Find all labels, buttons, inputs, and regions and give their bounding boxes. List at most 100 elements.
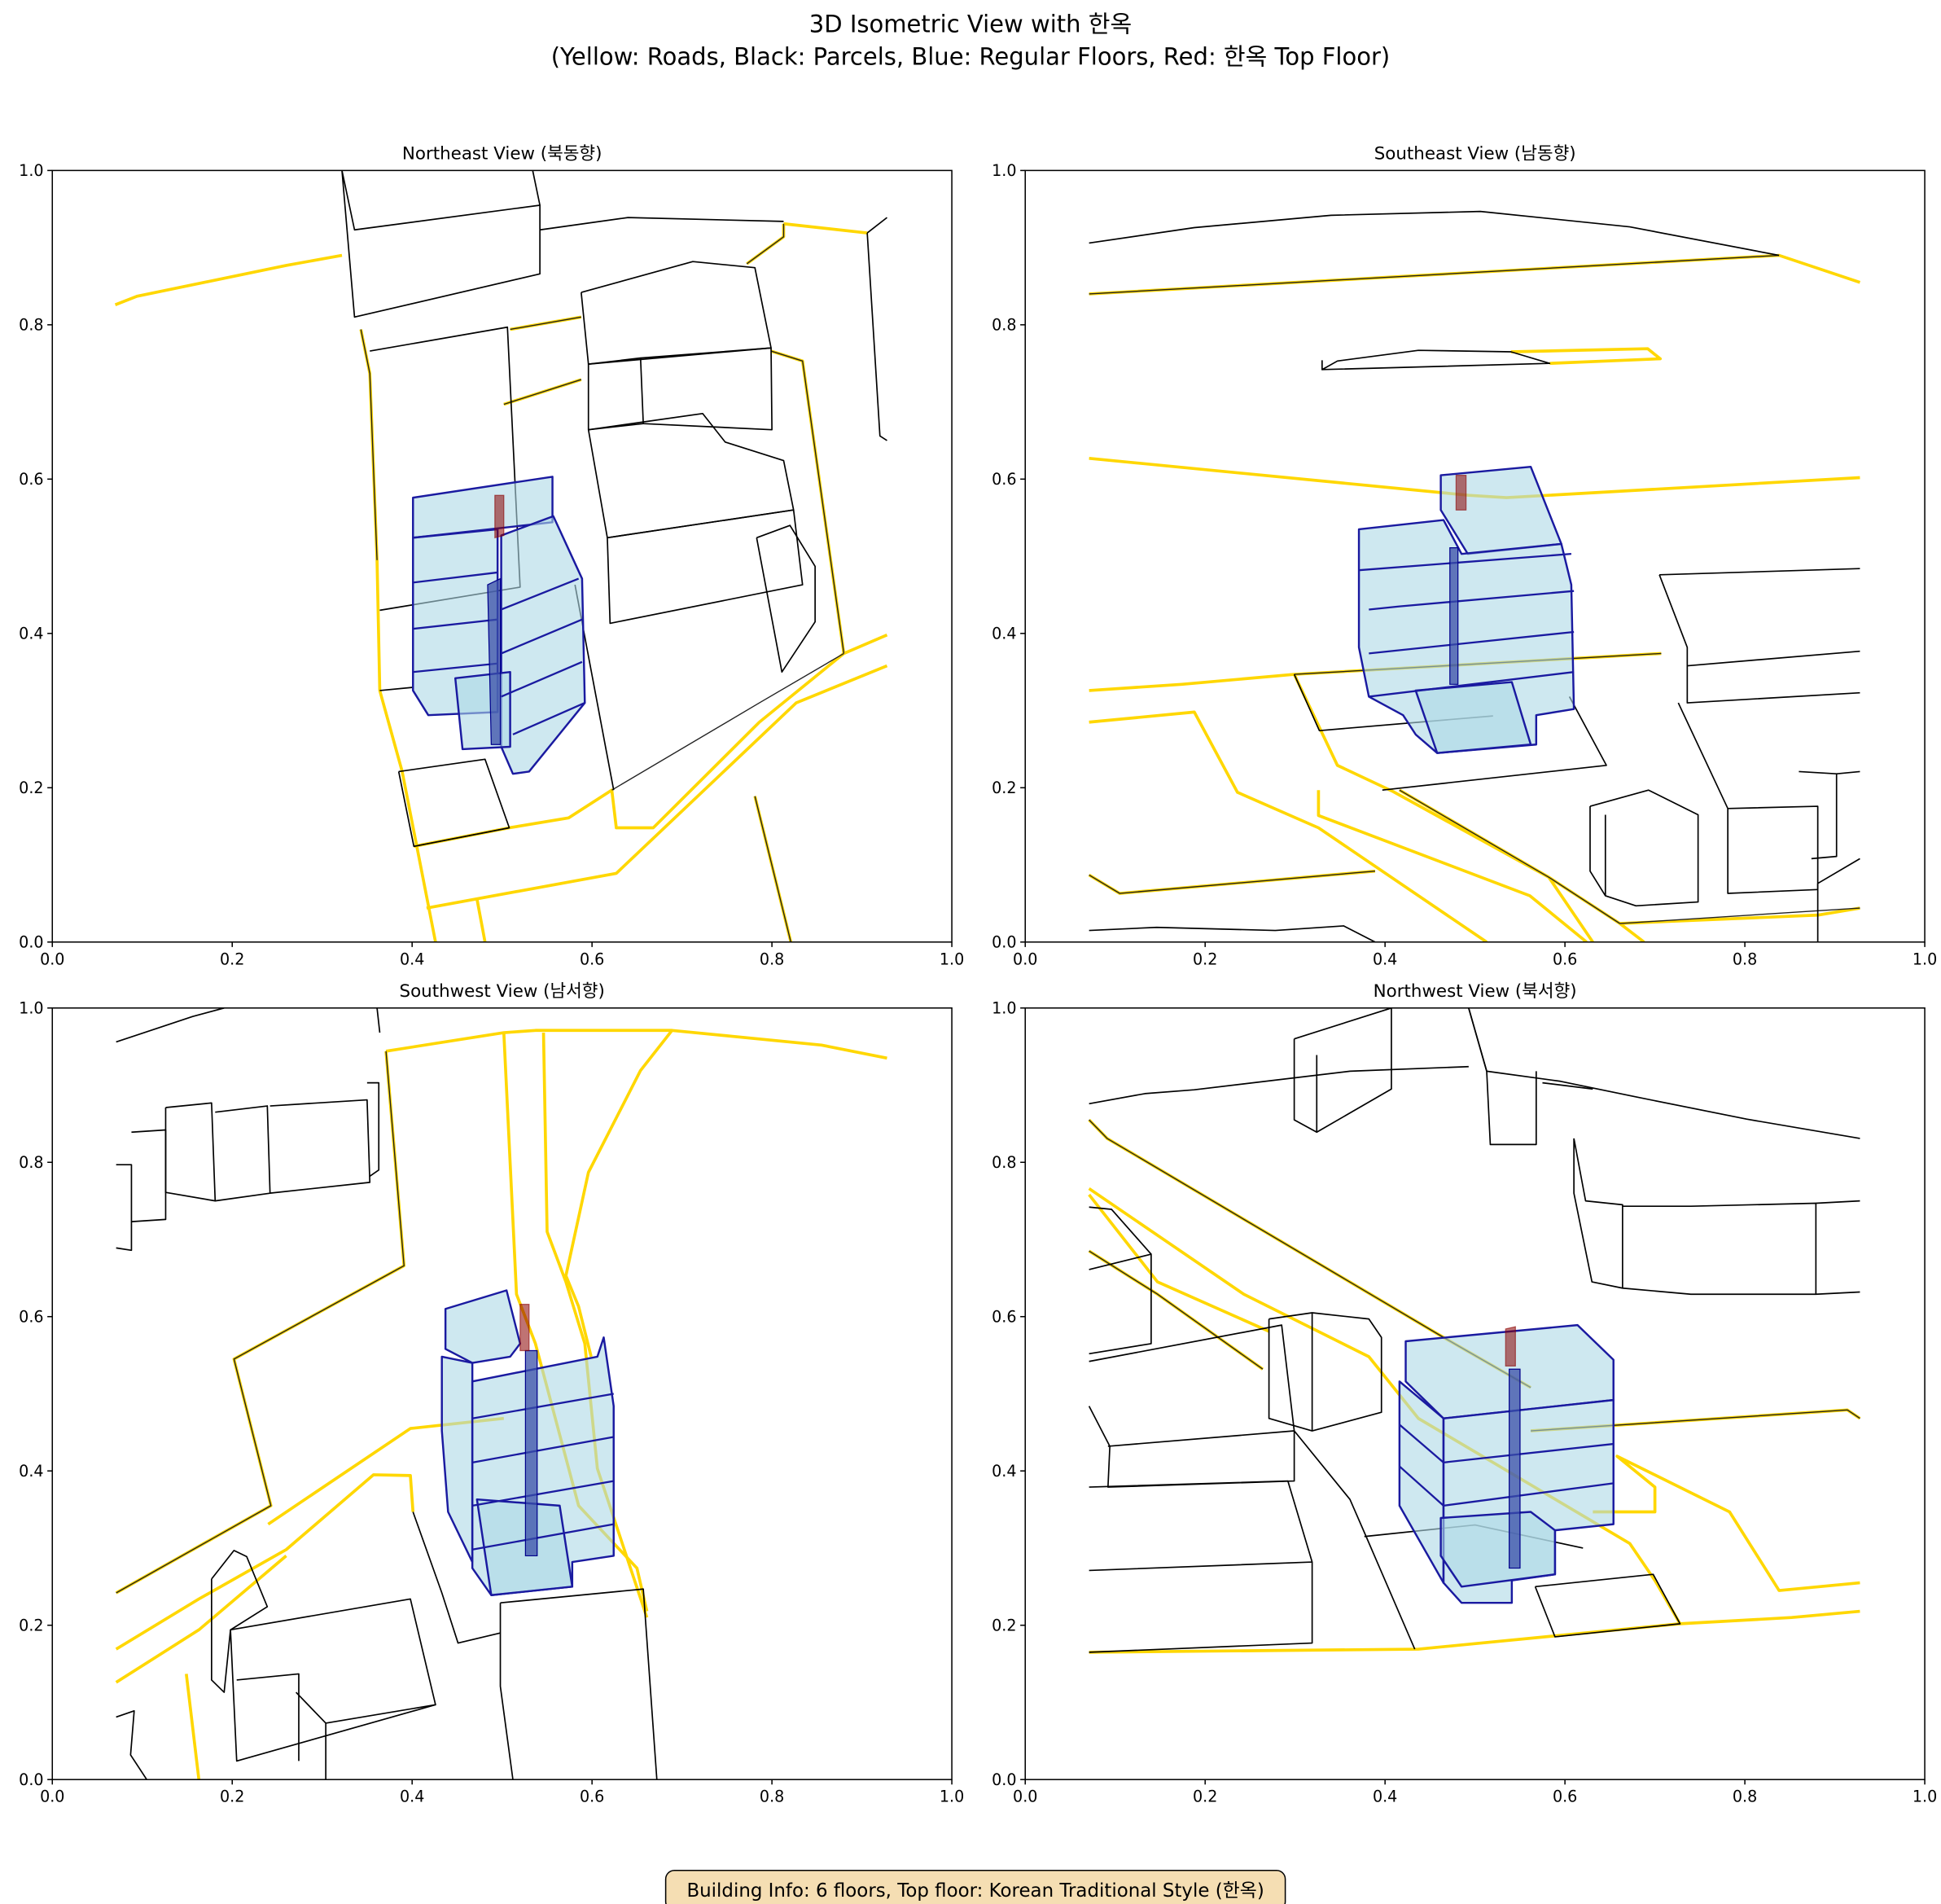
- x-tick-label: 0.2: [1193, 1788, 1217, 1806]
- floor-edge-line: [471, 1436, 614, 1463]
- road-line: [385, 1029, 887, 1060]
- parcel-line: [866, 233, 887, 441]
- parcel-line: [1089, 1480, 1313, 1572]
- floor-polygon: [1398, 1380, 1445, 1584]
- parcel-line: [1468, 1007, 1860, 1139]
- parcel-line: [1816, 1291, 1860, 1296]
- parcel-line: [500, 1588, 658, 1780]
- road-line: [1292, 673, 1594, 942]
- road-edge-line: [770, 350, 845, 654]
- parcel-line: [540, 217, 784, 231]
- parcel-line: [211, 1550, 269, 1693]
- x-tick-label: 0.2: [1193, 950, 1217, 968]
- x-tick-label: 0.0: [1013, 1788, 1037, 1806]
- road-line: [1088, 1249, 1264, 1371]
- x-tick-label: 0.4: [1373, 1788, 1397, 1806]
- parcel-line: [1622, 1202, 1817, 1296]
- hanok-top-floor: [1505, 1326, 1516, 1367]
- road-line: [1593, 1454, 1860, 1592]
- road-line: [783, 222, 868, 235]
- road-edge-line: [1399, 789, 1620, 924]
- floor-edge-line: [512, 702, 585, 735]
- x-tick-label: 0.8: [1733, 950, 1757, 968]
- floor-polygon: [1439, 1511, 1557, 1588]
- axes-frame: [1024, 169, 1926, 943]
- road-line: [1510, 347, 1663, 366]
- y-tick-label: 1.0: [992, 999, 1016, 1018]
- y-tick-label: 0.4: [992, 1462, 1016, 1481]
- y-tick-label: 0.2: [992, 1617, 1016, 1635]
- parcel-line: [366, 1081, 380, 1178]
- road-line: [1089, 710, 1488, 942]
- parcel-line: [1293, 1430, 1416, 1650]
- floor-polygon: [453, 670, 511, 751]
- road-edge-line: [1619, 907, 1860, 924]
- parcel-line: [1089, 1253, 1152, 1355]
- floor-edge-line: [501, 577, 580, 611]
- y-tick-label: 0.0: [992, 933, 1016, 952]
- road-line: [114, 253, 343, 306]
- floor-polygon: [1357, 519, 1575, 754]
- floor-edge-line: [1369, 630, 1575, 655]
- road-line: [426, 664, 888, 910]
- y-tick-label: 0.8: [19, 316, 43, 335]
- parcel-line: [230, 1598, 436, 1762]
- floor-edge-line: [1399, 1424, 1444, 1463]
- building-core: [1509, 1368, 1521, 1569]
- y-tick-label: 1.0: [19, 161, 43, 180]
- x-tick-label: 0.0: [1013, 950, 1037, 968]
- y-tick-label: 1.0: [19, 999, 43, 1018]
- y-tick-label: 0.6: [992, 470, 1016, 489]
- parcel-line: [116, 1709, 147, 1780]
- x-tick-label: 0.4: [1373, 950, 1397, 968]
- parcel-line: [379, 687, 413, 691]
- parcel-line: [587, 412, 795, 539]
- building-core: [1449, 547, 1459, 685]
- y-tick-label: 0.0: [992, 1770, 1016, 1789]
- info-box-background: [664, 1869, 1286, 1904]
- x-tick-label: 1.0: [940, 1788, 964, 1806]
- building-core: [487, 577, 502, 745]
- road-line: [1317, 790, 1588, 942]
- road-edge-line: [1089, 254, 1780, 295]
- road-edge-line: [360, 329, 378, 560]
- parcel-line: [1534, 1573, 1681, 1638]
- parcel-line: [499, 1603, 514, 1780]
- floor-edge-line: [413, 571, 498, 584]
- parcel-line: [1816, 1200, 1860, 1204]
- figure-title: 3D Isometric View with 한옥: [809, 11, 1132, 38]
- subplot-1: Northeast View (북동향) 0.0 0.2 0.4 0.6 0.8 1.0 0.…: [19, 144, 964, 969]
- y-tick-label: 1.0: [992, 161, 1016, 180]
- y-tick-label: 0.2: [992, 779, 1016, 797]
- parcel-line: [1589, 789, 1699, 907]
- building-core: [524, 1349, 538, 1557]
- road-line: [475, 898, 487, 942]
- parcel-line: [376, 1007, 381, 1033]
- road-edge-line: [1089, 870, 1375, 894]
- parcel-line: [341, 170, 541, 318]
- hanok-top-floor: [519, 1303, 530, 1352]
- parcel-line: [116, 1007, 225, 1043]
- road-edge-line: [611, 652, 844, 791]
- parcel-line: [164, 1102, 217, 1202]
- x-tick-label: 0.2: [220, 1788, 244, 1806]
- x-tick-label: 0.0: [40, 950, 64, 968]
- y-tick-label: 0.8: [19, 1153, 43, 1172]
- x-tick-label: 0.4: [400, 950, 424, 968]
- floor-polygon: [500, 515, 586, 775]
- road-line: [115, 1555, 287, 1684]
- x-tick-label: 0.4: [400, 1788, 424, 1806]
- parcel-line: [581, 261, 772, 365]
- parcel-line: [269, 1099, 371, 1194]
- parcel-line: [587, 357, 644, 431]
- floor-edge-line: [1399, 1465, 1444, 1507]
- y-tick-label: 0.2: [19, 779, 43, 797]
- road-line: [115, 1473, 415, 1651]
- floor-edge-line: [471, 1523, 614, 1551]
- parcel-line: [1089, 210, 1780, 257]
- parcel-line: [1542, 1081, 1593, 1090]
- floor-edge-line: [1369, 590, 1575, 611]
- subplot-title: Southeast View (남동향): [1374, 144, 1576, 165]
- floor-edge-line: [1443, 1442, 1614, 1463]
- road-edge-line: [1089, 1250, 1264, 1370]
